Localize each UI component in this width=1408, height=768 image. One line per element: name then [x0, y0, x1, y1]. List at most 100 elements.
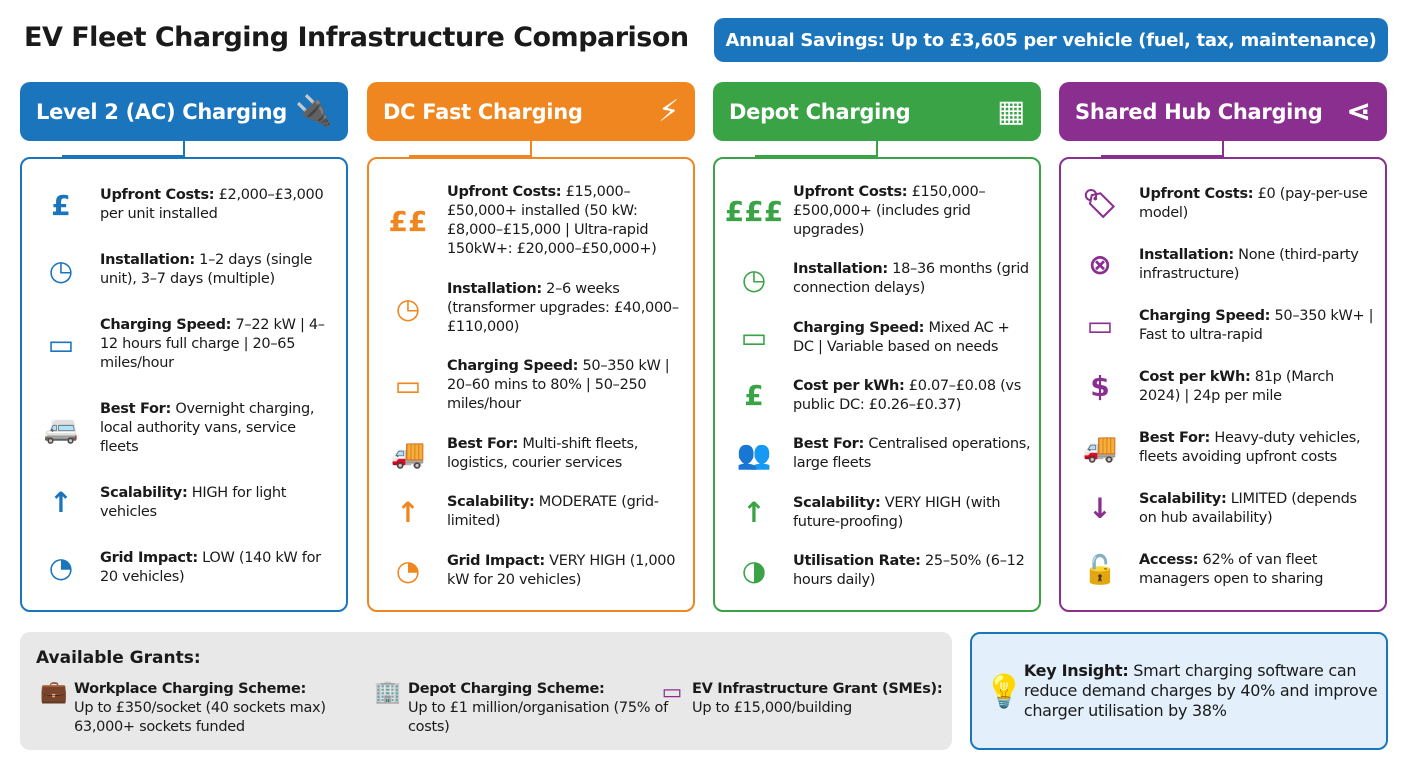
item-label: Access:	[1139, 551, 1199, 568]
item-label: Scalability:	[1139, 490, 1227, 507]
column-depot: Depot Charging ▦ ▼ £££ Upfront Costs: £1…	[713, 82, 1041, 612]
item-label: Cost per kWh:	[1139, 368, 1251, 385]
list-item: ◷ Installation: 1–2 days (single unit), …	[22, 251, 338, 289]
list-item: ◑ Utilisation Rate: 25–50% (6–12 hours d…	[715, 552, 1031, 590]
list-item: ↑ Scalability: MODERATE (grid-limited)	[369, 493, 685, 531]
item-label: Grid Impact:	[100, 549, 198, 566]
connector-line	[530, 141, 532, 157]
page-title: EV Fleet Charging Infrastructure Compari…	[24, 22, 689, 53]
list-item: ▭ Charging Speed: 50–350 kW | 20–60 mins…	[369, 357, 685, 414]
pound-icon: ££	[388, 204, 428, 238]
battery-icon: ▭	[1086, 309, 1114, 342]
briefcase-icon: 💼	[40, 680, 68, 705]
item-label: Charging Speed:	[793, 319, 925, 336]
connector-line	[409, 155, 532, 157]
item-text: Centralised operations, large fleets	[793, 436, 1031, 472]
arrow-up-icon: ↑	[49, 486, 73, 520]
item-label: Cost per kWh:	[793, 377, 905, 394]
list-item: ◔ Grid Impact: VERY HIGH (1,000 kW for 2…	[369, 552, 685, 590]
list-item: £££ Upfront Costs: £150,000–£500,000+ (i…	[715, 183, 1031, 240]
van-icon: 🚐	[43, 411, 79, 445]
item-text: £0 (pay-per-use model)	[1139, 185, 1368, 221]
column-body: £££ Upfront Costs: £150,000–£500,000+ (i…	[713, 157, 1041, 612]
list-item: £ Upfront Costs: £2,000–£3,000 per unit …	[22, 186, 338, 224]
gauge-icon: ◔	[395, 554, 421, 588]
item-label: Scalability:	[100, 484, 188, 501]
battery-icon: ▭	[740, 321, 768, 355]
list-item: £ Cost per kWh: £0.07–£0.08 (vs public D…	[715, 377, 1031, 415]
column-title: DC Fast Charging	[383, 99, 583, 124]
column-dc: DC Fast Charging ⚡ ▼ ££ Upfront Costs: £…	[367, 82, 695, 612]
item-label: Installation:	[1139, 246, 1234, 263]
connector-line	[876, 141, 878, 157]
plug-icon: 🔌	[294, 94, 332, 129]
connector-line	[62, 155, 185, 157]
arrow-down-icon: ↓	[1088, 492, 1112, 525]
battery-icon: ▭	[47, 328, 75, 362]
item-label: Upfront Costs:	[100, 187, 215, 204]
share-icon: ⋖	[1346, 94, 1371, 129]
item-text: £0.07–£0.08 (vs public DC: £0.26–£0.37)	[793, 377, 1021, 413]
dollar-icon: $	[1090, 370, 1110, 403]
list-item: ◷ Installation: 18–36 months (grid conne…	[715, 260, 1031, 298]
grants-panel: Available Grants: 💼 Workplace Charging S…	[20, 632, 952, 750]
column-level2: Level 2 (AC) Charging 🔌 ▼ £ Upfront Cost…	[20, 82, 348, 612]
list-item: ▭ Charging Speed: Mixed AC + DC | Variab…	[715, 319, 1031, 357]
pound-icon: £	[51, 188, 71, 222]
lightbulb-icon: 💡	[984, 672, 1024, 710]
clock-icon: ◷	[395, 291, 421, 325]
card-icon: ▭	[661, 680, 683, 705]
item-text: Multi-shift fleets, logistics, courier s…	[447, 435, 639, 471]
item-text: 2–6 weeks (transformer upgrades: £40,000…	[447, 280, 679, 335]
x-circle-icon: ⊗	[1088, 248, 1112, 281]
battery-icon: ▭	[394, 369, 422, 403]
item-text: Heavy-duty vehicles, fleets avoiding upf…	[1139, 429, 1361, 465]
key-insight-panel: 💡 Key Insight: Smart charging software c…	[970, 632, 1388, 750]
list-item: ◷ Installation: 2–6 weeks (transformer u…	[369, 280, 685, 337]
list-item: ↓ Scalability: LIMITED (depends on hub a…	[1061, 490, 1377, 528]
list-item: ▭ Charging Speed: 50–350 kW+ | Fast to u…	[1061, 307, 1377, 345]
item-label: Best For:	[100, 400, 172, 417]
list-item: 🏷 Upfront Costs: £0 (pay-per-use model)	[1061, 185, 1377, 223]
connector-line	[1101, 155, 1224, 157]
item-text: LIMITED (depends on hub availability)	[1139, 490, 1357, 526]
item-text: Overnight charging, local authority vans…	[100, 400, 315, 455]
item-label: Best For:	[1139, 429, 1211, 446]
column-hub: Shared Hub Charging ⋖ ▼ 🏷 Upfront Costs:…	[1059, 82, 1387, 612]
item-label: Utilisation Rate:	[793, 552, 921, 569]
people-icon: 👥	[736, 437, 772, 471]
free-tag-icon: 🏷	[1082, 187, 1118, 220]
annual-savings-banner: Annual Savings: Up to £3,605 per vehicle…	[714, 18, 1388, 62]
item-label: Scalability:	[793, 494, 881, 511]
item-text: 50–350 kW+ | Fast to ultra-rapid	[1139, 307, 1374, 343]
item-label: Installation:	[793, 261, 888, 278]
truck-icon: 🚚	[390, 437, 426, 471]
grant-label: Depot Charging Scheme:	[408, 681, 605, 697]
item-text: 18–36 months (grid connection delays)	[793, 261, 1029, 297]
grant-text: Up to £350/socket (40 sockets max) 63,00…	[74, 700, 326, 735]
item-text: VERY HIGH (1,000 kW for 20 vehicles)	[447, 552, 676, 588]
column-title: Depot Charging	[729, 99, 911, 124]
item-label: Upfront Costs:	[793, 184, 908, 201]
connector-line	[1222, 141, 1224, 157]
item-text: Mixed AC + DC | Variable based on needs	[793, 319, 1010, 355]
pound-coin-icon: £	[744, 379, 764, 413]
item-label: Charging Speed:	[1139, 307, 1271, 324]
item-text: None (third-party infrastructure)	[1139, 246, 1359, 282]
warehouse-icon: ▦	[996, 94, 1025, 129]
item-label: Upfront Costs:	[1139, 185, 1254, 202]
list-item: ££ Upfront Costs: £15,000–£50,000+ insta…	[369, 183, 685, 259]
column-header: Level 2 (AC) Charging 🔌	[20, 82, 348, 141]
item-text: LOW (140 kW for 20 vehicles)	[100, 549, 321, 585]
list-item: ⊗ Installation: None (third-party infras…	[1061, 246, 1377, 284]
list-item: ↑ Scalability: VERY HIGH (with future-pr…	[715, 494, 1031, 532]
arrow-up-icon: ↑	[742, 496, 766, 530]
pound-icon: £££	[724, 195, 784, 229]
grant-label: Workplace Charging Scheme:	[74, 681, 306, 697]
list-item: 🔓 Access: 62% of van fleet managers open…	[1061, 551, 1377, 589]
item-text: 7–22 kW | 4–12 hours full charge | 20–65…	[100, 317, 325, 372]
list-item: $ Cost per kWh: 81p (March 2024) | 24p p…	[1061, 368, 1377, 406]
column-title: Level 2 (AC) Charging	[36, 99, 287, 124]
item-label: Scalability:	[447, 494, 535, 511]
item-text: MODERATE (grid-limited)	[447, 494, 659, 530]
